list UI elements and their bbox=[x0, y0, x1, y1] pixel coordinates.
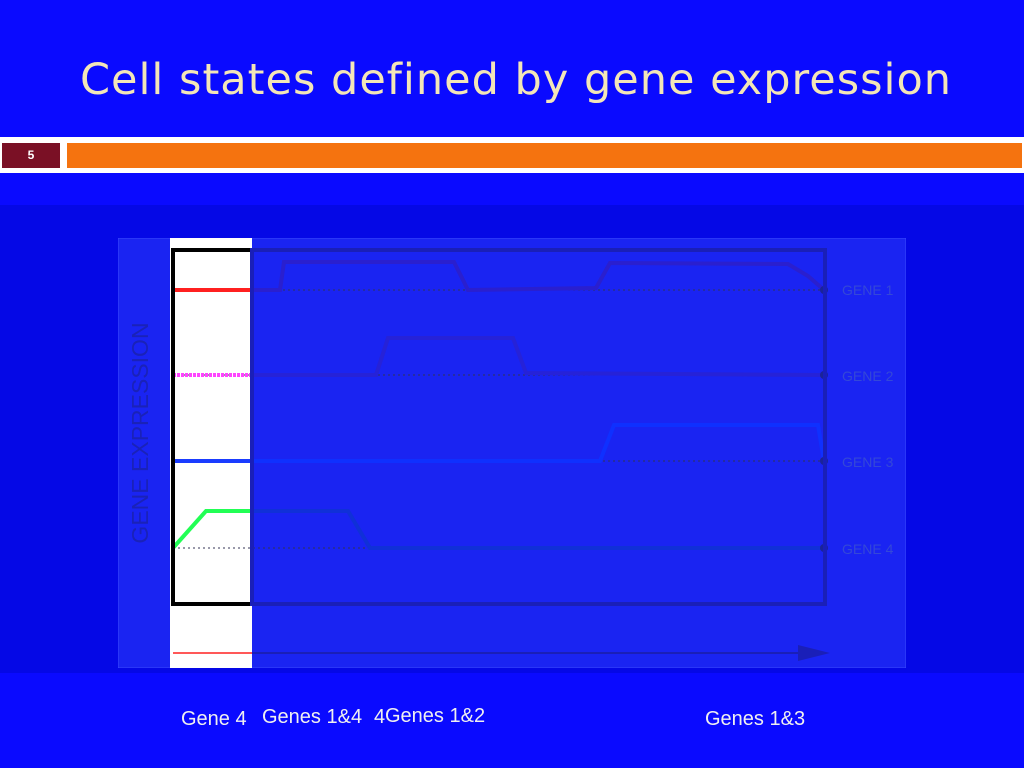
diagram-svg: GENE EXPRESSION GENE 1 bbox=[118, 238, 906, 668]
gene4-label: GENE 4 bbox=[842, 541, 894, 557]
gene4-segment bbox=[171, 509, 252, 550]
caption-gene4: Gene 4 bbox=[181, 708, 247, 730]
slide-title: Cell states defined by gene expression bbox=[80, 55, 953, 105]
plot-frame bbox=[250, 248, 827, 606]
gene2-label: GENE 2 bbox=[842, 368, 894, 384]
gene3-trace bbox=[252, 423, 826, 463]
caption-genes14-overlap: 4 bbox=[374, 706, 386, 728]
accent-bar bbox=[67, 143, 1022, 168]
caption-genes13: Genes 1&3 bbox=[705, 708, 806, 730]
slide-number: 5 bbox=[2, 143, 60, 168]
caption-genes14: Genes 1&4 bbox=[262, 706, 363, 728]
y-axis-label: GENE EXPRESSION bbox=[127, 322, 153, 543]
gene1-trace bbox=[252, 260, 826, 293]
gene2-trace bbox=[252, 336, 825, 377]
gene-expression-diagram: GENE EXPRESSION GENE 1 bbox=[118, 238, 906, 668]
gene3-label: GENE 3 bbox=[842, 454, 894, 470]
time-arrow-icon bbox=[798, 645, 830, 661]
gene4-trace bbox=[252, 509, 824, 550]
gene1-label: GENE 1 bbox=[842, 282, 894, 298]
caption-genes12: Genes 1&2 bbox=[385, 705, 486, 727]
current-state-strip bbox=[170, 238, 252, 668]
